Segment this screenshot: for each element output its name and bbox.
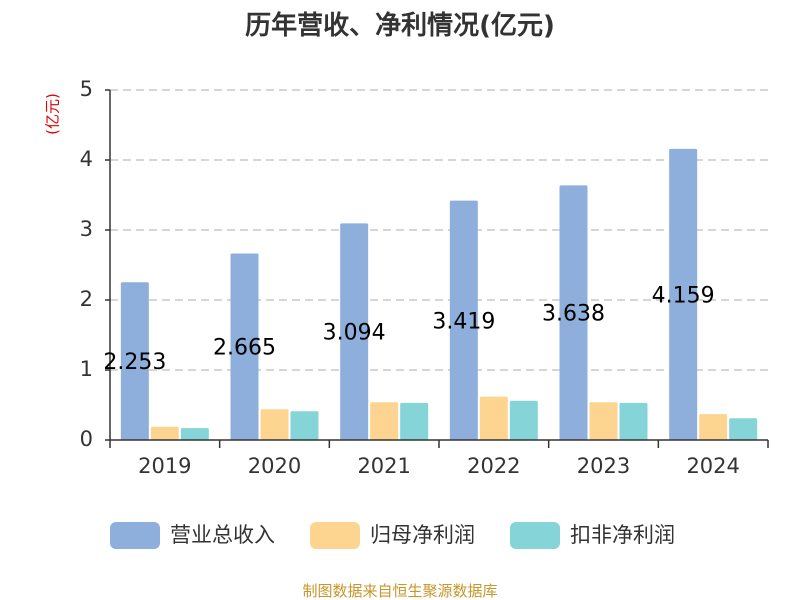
data-label-2019: 2.253 [103,350,166,375]
bar-1-2021 [340,223,369,440]
gridlines [110,89,768,371]
bar-3-2020 [290,411,319,440]
legend-swatch-2 [310,522,360,549]
legend-swatch-1 [110,522,160,549]
chart-title: 历年营收、净利情况(亿元) [245,10,555,41]
legend-swatch-3 [510,522,560,549]
bar-2-2023 [589,402,618,440]
bar-2-2024 [699,414,728,440]
bar-1-2020 [230,253,259,440]
legend: 营业总收入 归母净利润 扣非净利润 [110,522,675,549]
y-tick-label: 5 [80,77,93,101]
data-label-2024: 4.159 [652,283,715,308]
x-tick-label: 2023 [577,454,630,478]
bar-3-2024 [729,418,758,440]
data-labels: 2.253 2.665 3.094 3.419 3.638 4.159 [103,283,714,375]
source-note: 制图数据来自恒生聚源数据库 [302,582,497,600]
x-axis: 2019 2020 2021 2022 2023 2024 [109,439,769,478]
y-tick-label: 3 [80,217,93,241]
data-label-2023: 3.638 [542,302,605,327]
data-label-2021: 3.094 [323,321,386,346]
x-tick-label: 2021 [357,454,410,478]
x-tick-label: 2020 [248,454,301,478]
y-tick-label: 2 [80,287,93,311]
bar-1-2022 [449,200,478,440]
data-label-2020: 2.665 [213,336,276,361]
y-tick-label: 0 [80,427,93,451]
bar-3-2022 [509,400,538,440]
x-tick-label: 2024 [686,454,739,478]
data-label-2022: 3.419 [432,309,495,334]
y-axis-unit-label: (亿元) [44,93,62,135]
bar-3-2019 [180,428,209,440]
bar-3-2021 [400,402,429,440]
bar-1-2019 [120,282,149,440]
legend-label-1: 营业总收入 [170,523,275,547]
y-tick-label: 1 [80,357,93,381]
bar-2-2022 [479,396,508,440]
y-axis: 0 1 2 3 4 5 [80,77,111,451]
bar-1-2024 [669,148,698,440]
bar-1-2023 [559,185,588,440]
bars [120,148,758,440]
bar-2-2019 [150,426,179,440]
legend-label-3: 扣非净利润 [570,523,675,547]
x-tick-label: 2022 [467,454,520,478]
bar-2-2020 [260,409,289,440]
bar-3-2023 [619,402,648,440]
y-tick-label: 4 [80,147,93,171]
bar-2-2021 [370,402,399,440]
legend-label-2: 归母净利润 [370,523,475,547]
x-tick-label: 2019 [138,454,191,478]
